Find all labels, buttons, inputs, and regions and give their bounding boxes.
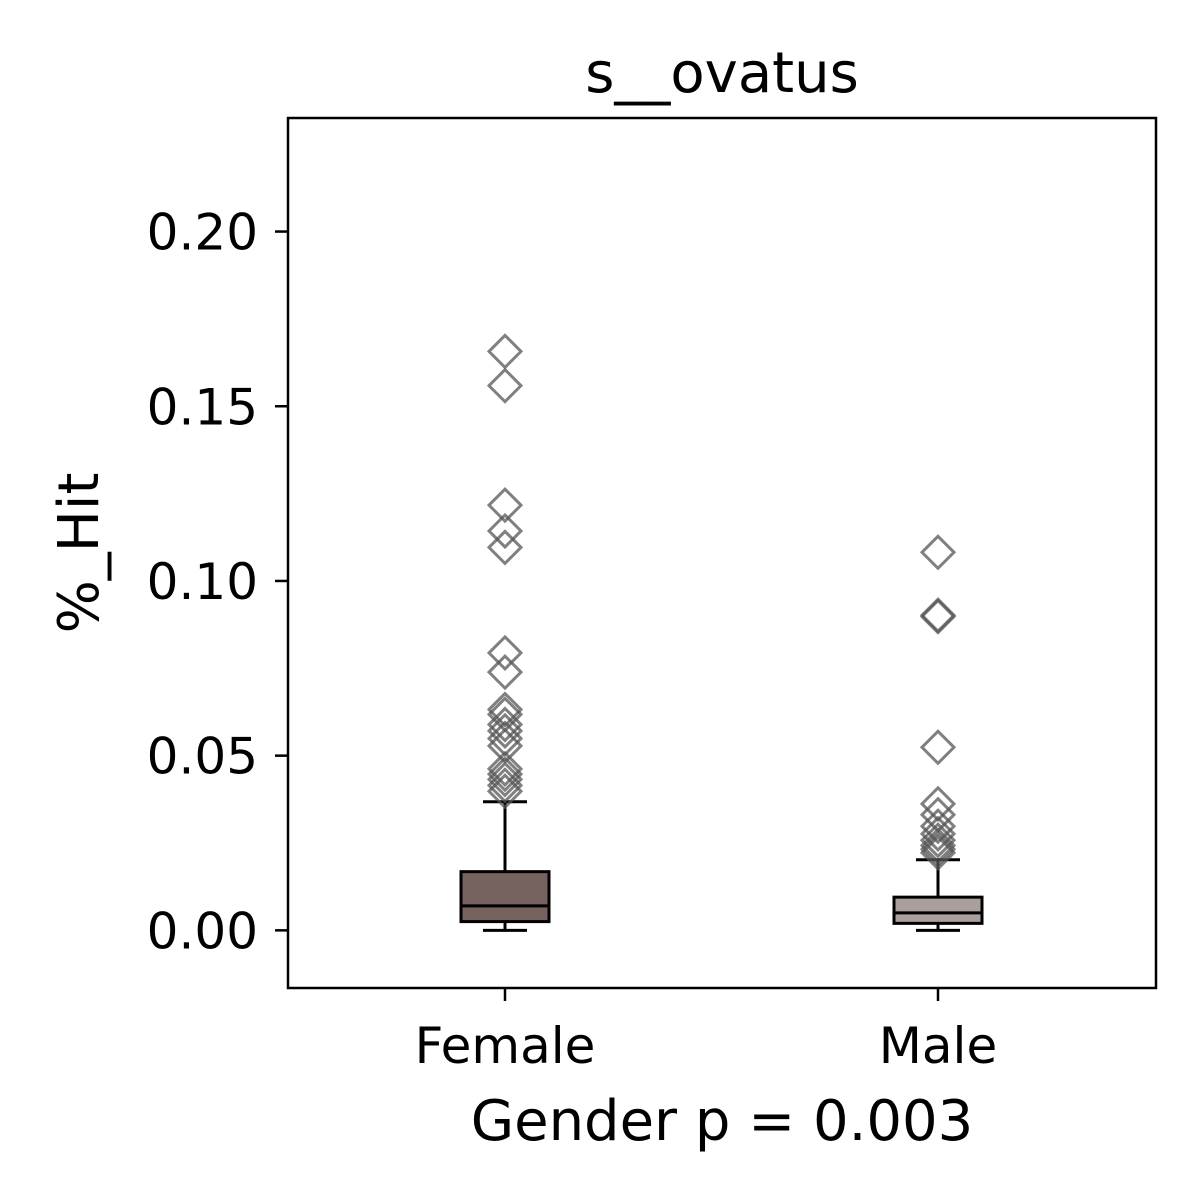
outlier-point [919,831,957,868]
outlier-point [919,822,957,859]
outlier-point [486,750,524,788]
y-tick-label: 0.15 [147,378,258,436]
outlier-point [919,785,957,822]
outlier-point [486,367,524,404]
outlier-point [919,598,957,635]
outlier-point [486,756,524,793]
outlier-point [486,773,524,810]
outlier-point [486,706,524,743]
box-group-male [892,534,984,932]
outlier-point [486,712,524,749]
outlier-point [486,691,524,728]
outlier-point [919,808,957,845]
y-axis-label: %_Hit [47,473,112,634]
x-axis-label: Gender p = 0.003 [471,1089,974,1154]
outlier-point [486,761,524,798]
outlier-point [486,487,524,524]
outlier-point [919,827,957,864]
outlier-point [919,815,957,853]
y-tick-label: 0.00 [147,902,258,960]
outlier-point [486,767,524,804]
outlier-point [919,834,957,871]
x-tick-label-female: Female [415,1017,596,1075]
x-tick-label-male: Male [879,1017,997,1075]
plot-area [459,333,984,932]
outlier-point [486,512,524,550]
outlier-point [486,529,524,566]
box-group-female [459,333,551,932]
outlier-point [919,534,957,571]
iqr-box-female [459,870,551,924]
plot-frame [286,116,1158,990]
outlier-point [486,654,524,691]
y-tick-label: 0.10 [147,553,258,611]
iqr-box-male [892,895,984,925]
outlier-point [919,597,957,634]
outlier-point [486,333,524,370]
y-tick-label: 0.20 [147,204,258,262]
outlier-point [486,634,524,672]
y-tick-label: 0.05 [147,728,258,786]
axes: 0.00 0.05 0.10 0.15 0.20 Female Male [147,116,1158,1075]
chart-title: s__ovatus [585,41,859,106]
outlier-point [919,729,957,766]
